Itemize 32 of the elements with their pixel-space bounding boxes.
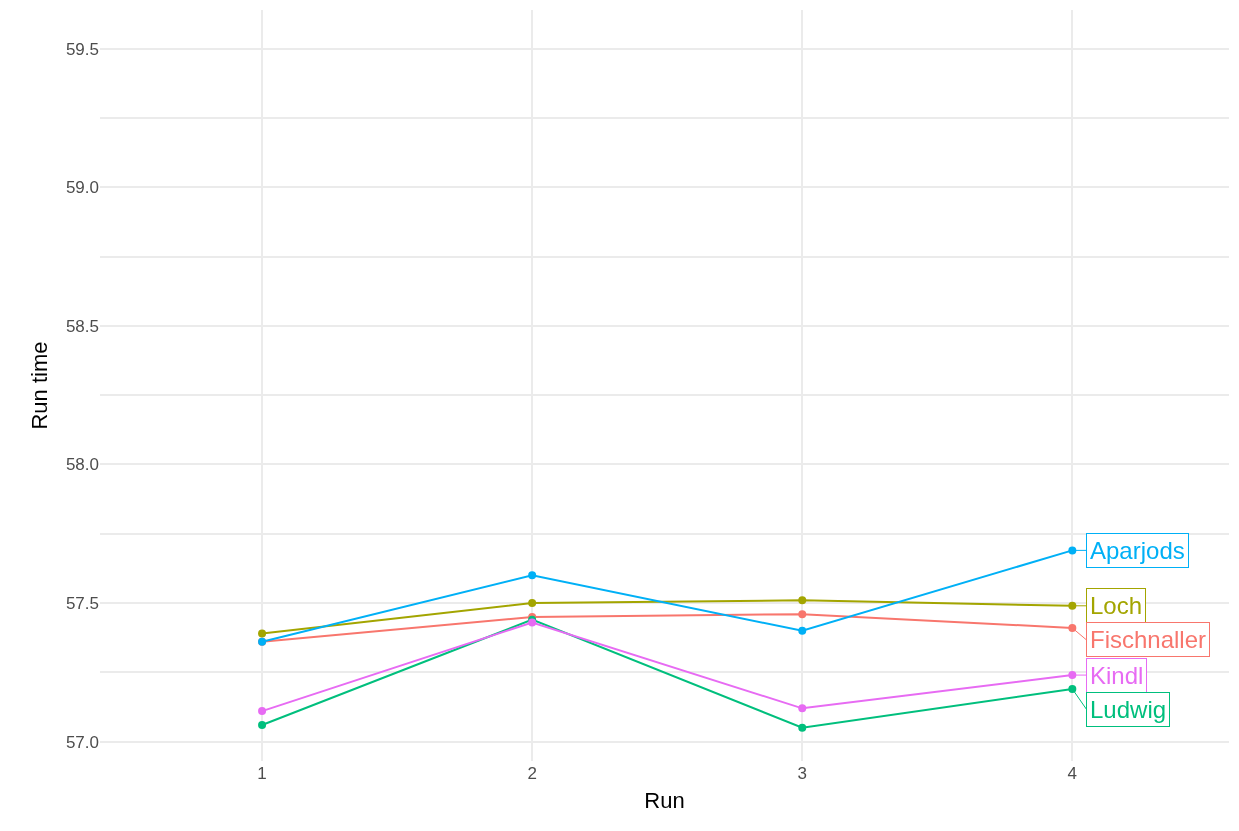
point: [1068, 671, 1077, 680]
legend-label: Fischnaller: [1090, 626, 1207, 653]
y-tick-label: 59.0: [65, 178, 99, 198]
y-tick-label: 57.0: [65, 732, 99, 752]
x-tick-label: 2: [527, 764, 537, 783]
point: [1068, 684, 1077, 693]
point: [258, 720, 267, 729]
y-axis-title: Run time: [26, 341, 52, 430]
legend-label: Ludwig: [1090, 696, 1167, 723]
point: [798, 704, 807, 713]
point: [798, 626, 807, 635]
legend-label: Loch: [1090, 592, 1143, 619]
legend-label: Aparjods: [1090, 537, 1185, 564]
point: [258, 707, 267, 716]
y-tick-label: 58.0: [65, 455, 99, 475]
x-tick-label: 3: [797, 764, 807, 783]
x-tick-label: 1: [257, 764, 267, 783]
point: [798, 596, 807, 605]
x-tick-label: 4: [1067, 764, 1078, 783]
point: [1068, 546, 1077, 555]
legend-label: Kindl: [1090, 662, 1144, 689]
point: [798, 723, 807, 732]
x-axis-title: Run: [644, 787, 685, 813]
point: [528, 571, 537, 580]
y-tick-label: 59.5: [65, 39, 99, 59]
point: [258, 629, 267, 638]
y-tick-label: 57.5: [65, 593, 99, 613]
point: [798, 610, 807, 619]
point: [1068, 623, 1077, 632]
y-tick-label: 58.5: [65, 316, 99, 336]
point: [528, 599, 537, 608]
point: [1068, 601, 1077, 610]
